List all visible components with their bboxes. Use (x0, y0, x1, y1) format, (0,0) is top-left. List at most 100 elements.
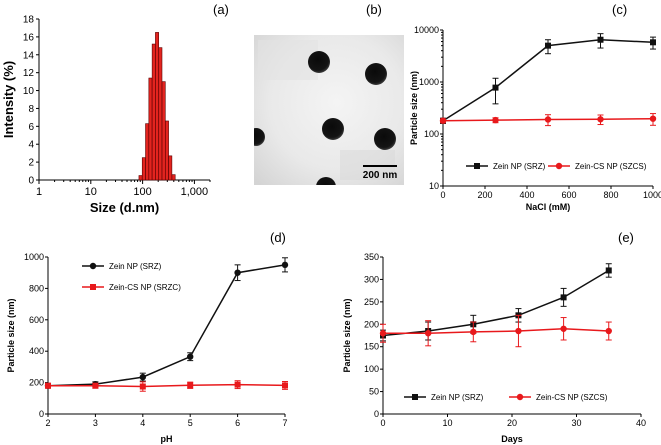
histogram-bar (151, 43, 156, 181)
y-tick-label: 2 (28, 158, 34, 169)
y-tick-label: 10 (429, 181, 439, 191)
tem-micrograph: 200 nm (254, 35, 404, 185)
y-axis-label: Particle size (nm) (6, 298, 16, 372)
x-tick-label: 0 (440, 190, 445, 200)
y-tick-label: 200 (29, 378, 44, 388)
histogram-bar (171, 174, 176, 181)
data-point (560, 294, 567, 301)
x-tick-label: 200 (477, 190, 492, 200)
y-tick-label: 1000 (24, 252, 44, 262)
data-point (139, 383, 146, 390)
legend-label: Zein-CS NP (SRZC) (109, 283, 181, 292)
nanoparticle (308, 51, 330, 73)
x-axis-label: NaCl (mM) (526, 202, 571, 212)
legend-marker (516, 393, 524, 401)
y-tick-label: 0 (28, 176, 34, 187)
histogram-bar (141, 157, 146, 181)
data-point (282, 382, 288, 389)
data-point (234, 381, 241, 388)
panel-label-c: (c) (612, 2, 627, 17)
data-point (439, 117, 447, 124)
data-point (379, 330, 387, 337)
data-point (234, 269, 241, 276)
y-tick-label: 800 (29, 283, 44, 293)
x-tick-label: 6 (235, 418, 240, 428)
data-point (45, 382, 51, 389)
x-tick-label: 5 (188, 418, 193, 428)
y-tick-label: 50 (369, 387, 379, 397)
x-tick-label: 1 (36, 186, 42, 198)
y-tick-label: 100 (424, 129, 439, 139)
legend-label: Zein NP (SRZ) (431, 393, 484, 402)
legend-marker (89, 262, 97, 270)
y-tick-label: 1000 (419, 77, 439, 87)
data-point (605, 267, 612, 274)
panel-label-d: (d) (270, 230, 286, 245)
y-tick-label: 350 (364, 252, 379, 262)
series-line (47, 264, 286, 387)
y-tick-label: 6 (28, 122, 34, 133)
y-tick-label: 0 (39, 409, 44, 419)
tem-texture (258, 40, 318, 80)
x-axis-label: Size (d.nm) (90, 200, 159, 215)
data-point (139, 373, 146, 381)
series-line (382, 269, 610, 337)
legend-marker (555, 162, 563, 170)
x-tick-label: 4 (140, 418, 145, 428)
histogram-bar (161, 81, 166, 181)
y-tick-label: 100 (364, 364, 379, 374)
y-tick-label: 600 (29, 315, 44, 325)
y-axis-label: Intensity (%) (1, 61, 16, 138)
x-tick-label: 1,000 (181, 186, 209, 198)
scale-bar-label: 200 nm (363, 170, 398, 181)
panel-label-a: (a) (213, 2, 229, 17)
x-tick-label: 7 (282, 418, 287, 428)
legend-label: Zein-CS NP (SZCS) (575, 162, 647, 171)
x-tick-label: 20 (507, 418, 517, 428)
nanoparticle (254, 128, 265, 146)
line-chart-panel-d: 0 200 400 600 800 1000 2 3 4 5 6 7 pH Particle size (… (6, 252, 289, 444)
nanoparticle (322, 118, 344, 140)
data-point (650, 39, 656, 46)
x-tick-label: 40 (636, 418, 646, 428)
line-chart-panel-e: 0 50 100 150 200 250 300 350 0 10 20 30 40 Days Partic… (342, 252, 646, 444)
data-point (92, 382, 99, 389)
y-tick-label: 10 (23, 86, 35, 97)
x-tick-label: 30 (571, 418, 581, 428)
y-tick-label: 18 (23, 15, 35, 26)
nanoparticle (374, 128, 396, 150)
x-tick-label: 10 (85, 186, 97, 198)
x-tick-label: 800 (603, 190, 618, 200)
histogram-bar (165, 120, 169, 181)
x-tick-label: 400 (519, 190, 534, 200)
y-axis-label: Particle size (nm) (342, 298, 352, 372)
data-point (649, 115, 657, 122)
legend-marker (474, 163, 480, 169)
series-line (383, 328, 609, 335)
y-tick-label: 400 (29, 346, 44, 356)
data-point (605, 327, 612, 335)
legend-label: Zein NP (SRZ) (109, 262, 162, 271)
y-tick-label: 0 (374, 409, 379, 419)
panel-label-b: (b) (366, 2, 382, 17)
y-tick-label: 10000 (414, 25, 439, 35)
y-tick-label: 200 (364, 319, 379, 329)
data-point (545, 42, 551, 49)
data-point (492, 116, 499, 124)
y-tick-label: 12 (23, 68, 35, 79)
x-tick-label: 0 (380, 418, 385, 428)
data-point (470, 328, 477, 336)
legend-label: Zein NP (SRZ) (493, 162, 546, 171)
histogram-bar (138, 175, 143, 181)
data-point (597, 116, 604, 123)
data-point (281, 261, 289, 269)
histogram-panel-a: 0 2 4 6 8 10 12 14 16 18 1 10 100 1,000 Size (d.nm) Int… (1, 15, 211, 215)
legend-marker (412, 394, 418, 400)
panel-label-e: (e) (618, 230, 634, 245)
series-line (48, 383, 286, 388)
data-point (492, 84, 499, 91)
data-point (187, 353, 194, 360)
data-point (187, 382, 194, 389)
y-tick-label: 150 (364, 342, 379, 352)
